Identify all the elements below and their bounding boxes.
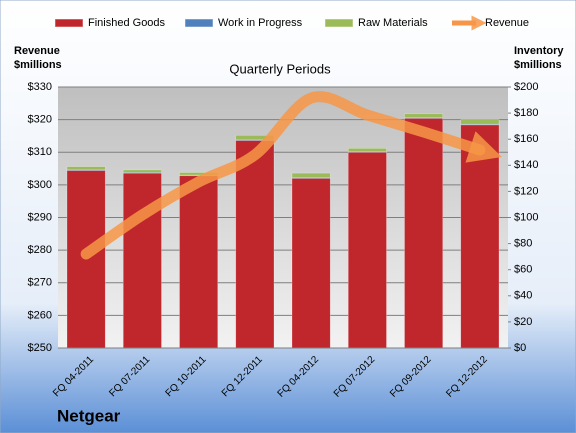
y-tick-label: $310 bbox=[28, 146, 52, 158]
bar-segment bbox=[460, 124, 500, 349]
y-tick-label: $300 bbox=[28, 179, 52, 191]
y-tick-label: $270 bbox=[28, 277, 52, 289]
y2-tick-label: $0 bbox=[514, 342, 526, 354]
bar-segment bbox=[291, 178, 331, 349]
bar-segment bbox=[347, 148, 387, 152]
y2-tick-label: $180 bbox=[514, 107, 538, 119]
revenue-line bbox=[80, 91, 502, 260]
y2-tick-label: $40 bbox=[514, 290, 532, 302]
y2-tick-label: $80 bbox=[514, 238, 532, 250]
y2-tick-label: $140 bbox=[514, 159, 538, 171]
legend-label: Raw Materials bbox=[358, 17, 428, 29]
y-tick-label: $250 bbox=[28, 342, 52, 354]
bar-segment bbox=[122, 172, 162, 349]
legend-swatch bbox=[324, 18, 354, 28]
bar-segment bbox=[291, 172, 331, 178]
y2-axis-label: Inventory $millions bbox=[514, 45, 564, 71]
brand: Netgear bbox=[57, 406, 121, 425]
y-tick-label: $330 bbox=[28, 81, 52, 93]
y-axis-label: Revenue $millions bbox=[14, 45, 62, 71]
bar-segment bbox=[66, 166, 106, 171]
y2-tick-label: $160 bbox=[514, 133, 538, 145]
y2-tick-label: $100 bbox=[514, 211, 538, 223]
y2-tick-label: $120 bbox=[514, 185, 538, 197]
bar-segment bbox=[404, 113, 444, 118]
y-tick-label: $290 bbox=[28, 211, 52, 223]
y-tick-label: $320 bbox=[28, 114, 52, 126]
legend-label: Revenue bbox=[485, 17, 529, 29]
y2-tick-label: $20 bbox=[514, 316, 532, 328]
bar-segment bbox=[235, 140, 275, 349]
legend-label: Finished Goods bbox=[88, 17, 166, 29]
bar-segment bbox=[122, 169, 162, 173]
y-tick-label: $260 bbox=[28, 309, 52, 321]
legend-swatch bbox=[54, 18, 84, 28]
bar-segment bbox=[347, 151, 387, 349]
legend-label: Work in Progress bbox=[218, 17, 303, 29]
legend-swatch bbox=[184, 18, 214, 28]
y2-tick-label: $200 bbox=[514, 81, 538, 93]
y-tick-label: $280 bbox=[28, 244, 52, 256]
chart-title: Quarterly Periods bbox=[229, 61, 331, 76]
bar-segment bbox=[179, 175, 219, 349]
y2-tick-label: $60 bbox=[514, 264, 532, 276]
bar-segment bbox=[404, 118, 444, 349]
bar-segment bbox=[460, 119, 500, 125]
